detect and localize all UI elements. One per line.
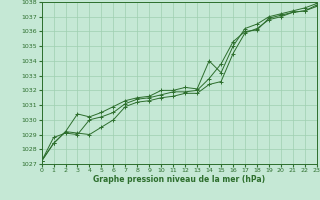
X-axis label: Graphe pression niveau de la mer (hPa): Graphe pression niveau de la mer (hPa) bbox=[93, 175, 265, 184]
